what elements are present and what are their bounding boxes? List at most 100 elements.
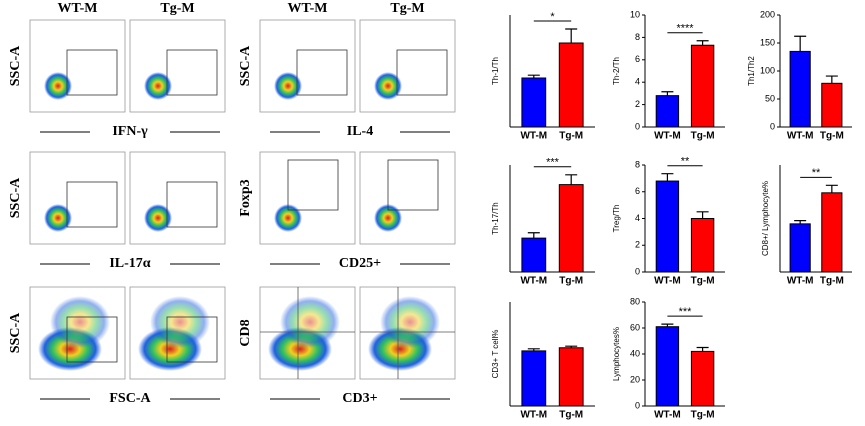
error-bar <box>565 174 578 185</box>
cell-population <box>150 296 210 348</box>
y-axis-label: SSC-A <box>8 177 23 218</box>
y-tick-label: 4 <box>635 77 640 87</box>
y-axis-label: SSC-A <box>8 45 23 86</box>
x-tick-label: WT-M <box>520 131 547 142</box>
y-axis-label: CD3+ T cell% <box>491 330 500 379</box>
error-bar <box>527 232 540 239</box>
flow-plot <box>29 151 126 245</box>
x-tick-label: Tg-M <box>691 276 715 287</box>
bar <box>789 50 811 128</box>
bar <box>521 237 547 273</box>
x-axis-label: FSC-A <box>109 391 151 406</box>
flow-plot <box>29 19 126 113</box>
y-tick-label: 8 <box>635 32 640 42</box>
cell-population <box>280 296 340 348</box>
cell-population <box>374 72 402 100</box>
bar <box>655 180 680 273</box>
bar <box>789 223 811 273</box>
error-bar <box>661 323 674 327</box>
cell-population <box>374 204 402 232</box>
x-tick-label: Tg-M <box>691 131 715 142</box>
y-tick-label: 2 <box>635 240 640 250</box>
significance: ** <box>681 156 690 168</box>
bar <box>558 42 584 128</box>
gate <box>66 49 118 96</box>
y-tick-label: 80 <box>630 296 640 306</box>
bar <box>558 347 584 407</box>
y-tick-label: 10 <box>630 9 640 19</box>
cell-population <box>380 296 440 348</box>
gate <box>166 181 218 228</box>
y-axis-label: Th-17/Th <box>491 202 500 234</box>
cell-population <box>274 204 302 232</box>
y-axis-label: Th1/Th2 <box>747 56 756 86</box>
gate <box>396 49 448 96</box>
x-tick-label: WT-M <box>654 276 681 287</box>
gate <box>387 159 439 211</box>
flow-plot <box>359 19 456 113</box>
y-tick-label: 100 <box>760 65 775 75</box>
error-bar <box>794 220 807 224</box>
x-tick-label: WT-M <box>654 410 681 421</box>
error-bar <box>565 345 578 348</box>
cell-population <box>274 72 302 100</box>
error-bar <box>661 91 674 96</box>
y-tick-label: 6 <box>635 54 640 64</box>
y-axis-label: CD8 <box>238 319 253 346</box>
x-axis-label: CD3+ <box>342 391 377 406</box>
bar <box>690 218 715 273</box>
x-tick-label: WT-M <box>654 131 681 142</box>
cell-population <box>44 72 72 100</box>
bar <box>655 326 680 407</box>
y-tick-label: 0 <box>770 121 775 131</box>
y-tick-label: 0 <box>635 266 640 276</box>
x-tick-label: WT-M <box>520 410 547 421</box>
x-tick-label: WT-M <box>787 131 814 142</box>
bar <box>521 77 547 128</box>
y-tick-label: 2 <box>635 99 640 109</box>
y-tick-label: 60 <box>630 322 640 332</box>
significance: **** <box>676 23 694 35</box>
gate <box>66 181 118 228</box>
error-bar <box>825 75 838 84</box>
y-tick-label: 50 <box>765 93 775 103</box>
bar <box>690 350 715 407</box>
y-tick-label: 0 <box>635 121 640 131</box>
gate <box>166 49 218 96</box>
x-axis-label: IFN-γ <box>112 124 148 139</box>
x-axis-label: IL-17α <box>109 256 150 271</box>
x-tick-label: Tg-M <box>820 131 844 142</box>
bar <box>558 184 584 273</box>
label-bg <box>90 256 170 272</box>
label-bg <box>320 124 400 140</box>
x-tick-label: WT-M <box>787 276 814 287</box>
flow-plot <box>259 19 356 113</box>
gate <box>66 316 118 363</box>
error-bar <box>696 211 709 219</box>
error-bar <box>661 173 674 182</box>
group-header: WT-M <box>288 1 328 16</box>
significance: ** <box>812 167 821 179</box>
x-axis-label: CD25+ <box>339 256 381 271</box>
y-axis-label: SSC-A <box>238 45 253 86</box>
y-tick-label: 40 <box>630 348 640 358</box>
x-tick-label: Tg-M <box>559 131 583 142</box>
y-tick-label: 0 <box>635 400 640 410</box>
label-bg <box>320 391 400 407</box>
x-tick-label: Tg-M <box>559 276 583 287</box>
cell-population <box>50 296 110 348</box>
group-header: WT-M <box>58 1 98 16</box>
flow-plot <box>259 151 356 245</box>
label-bg <box>90 124 170 140</box>
bar <box>655 95 680 128</box>
y-tick-label: 4 <box>635 213 640 223</box>
label-bg <box>90 391 170 407</box>
error-bar <box>825 184 838 193</box>
bar <box>821 82 843 128</box>
gate <box>166 316 218 363</box>
cell-population <box>144 204 172 232</box>
error-bar <box>696 346 709 352</box>
error-bar <box>696 40 709 46</box>
y-tick-label: 20 <box>630 374 640 384</box>
